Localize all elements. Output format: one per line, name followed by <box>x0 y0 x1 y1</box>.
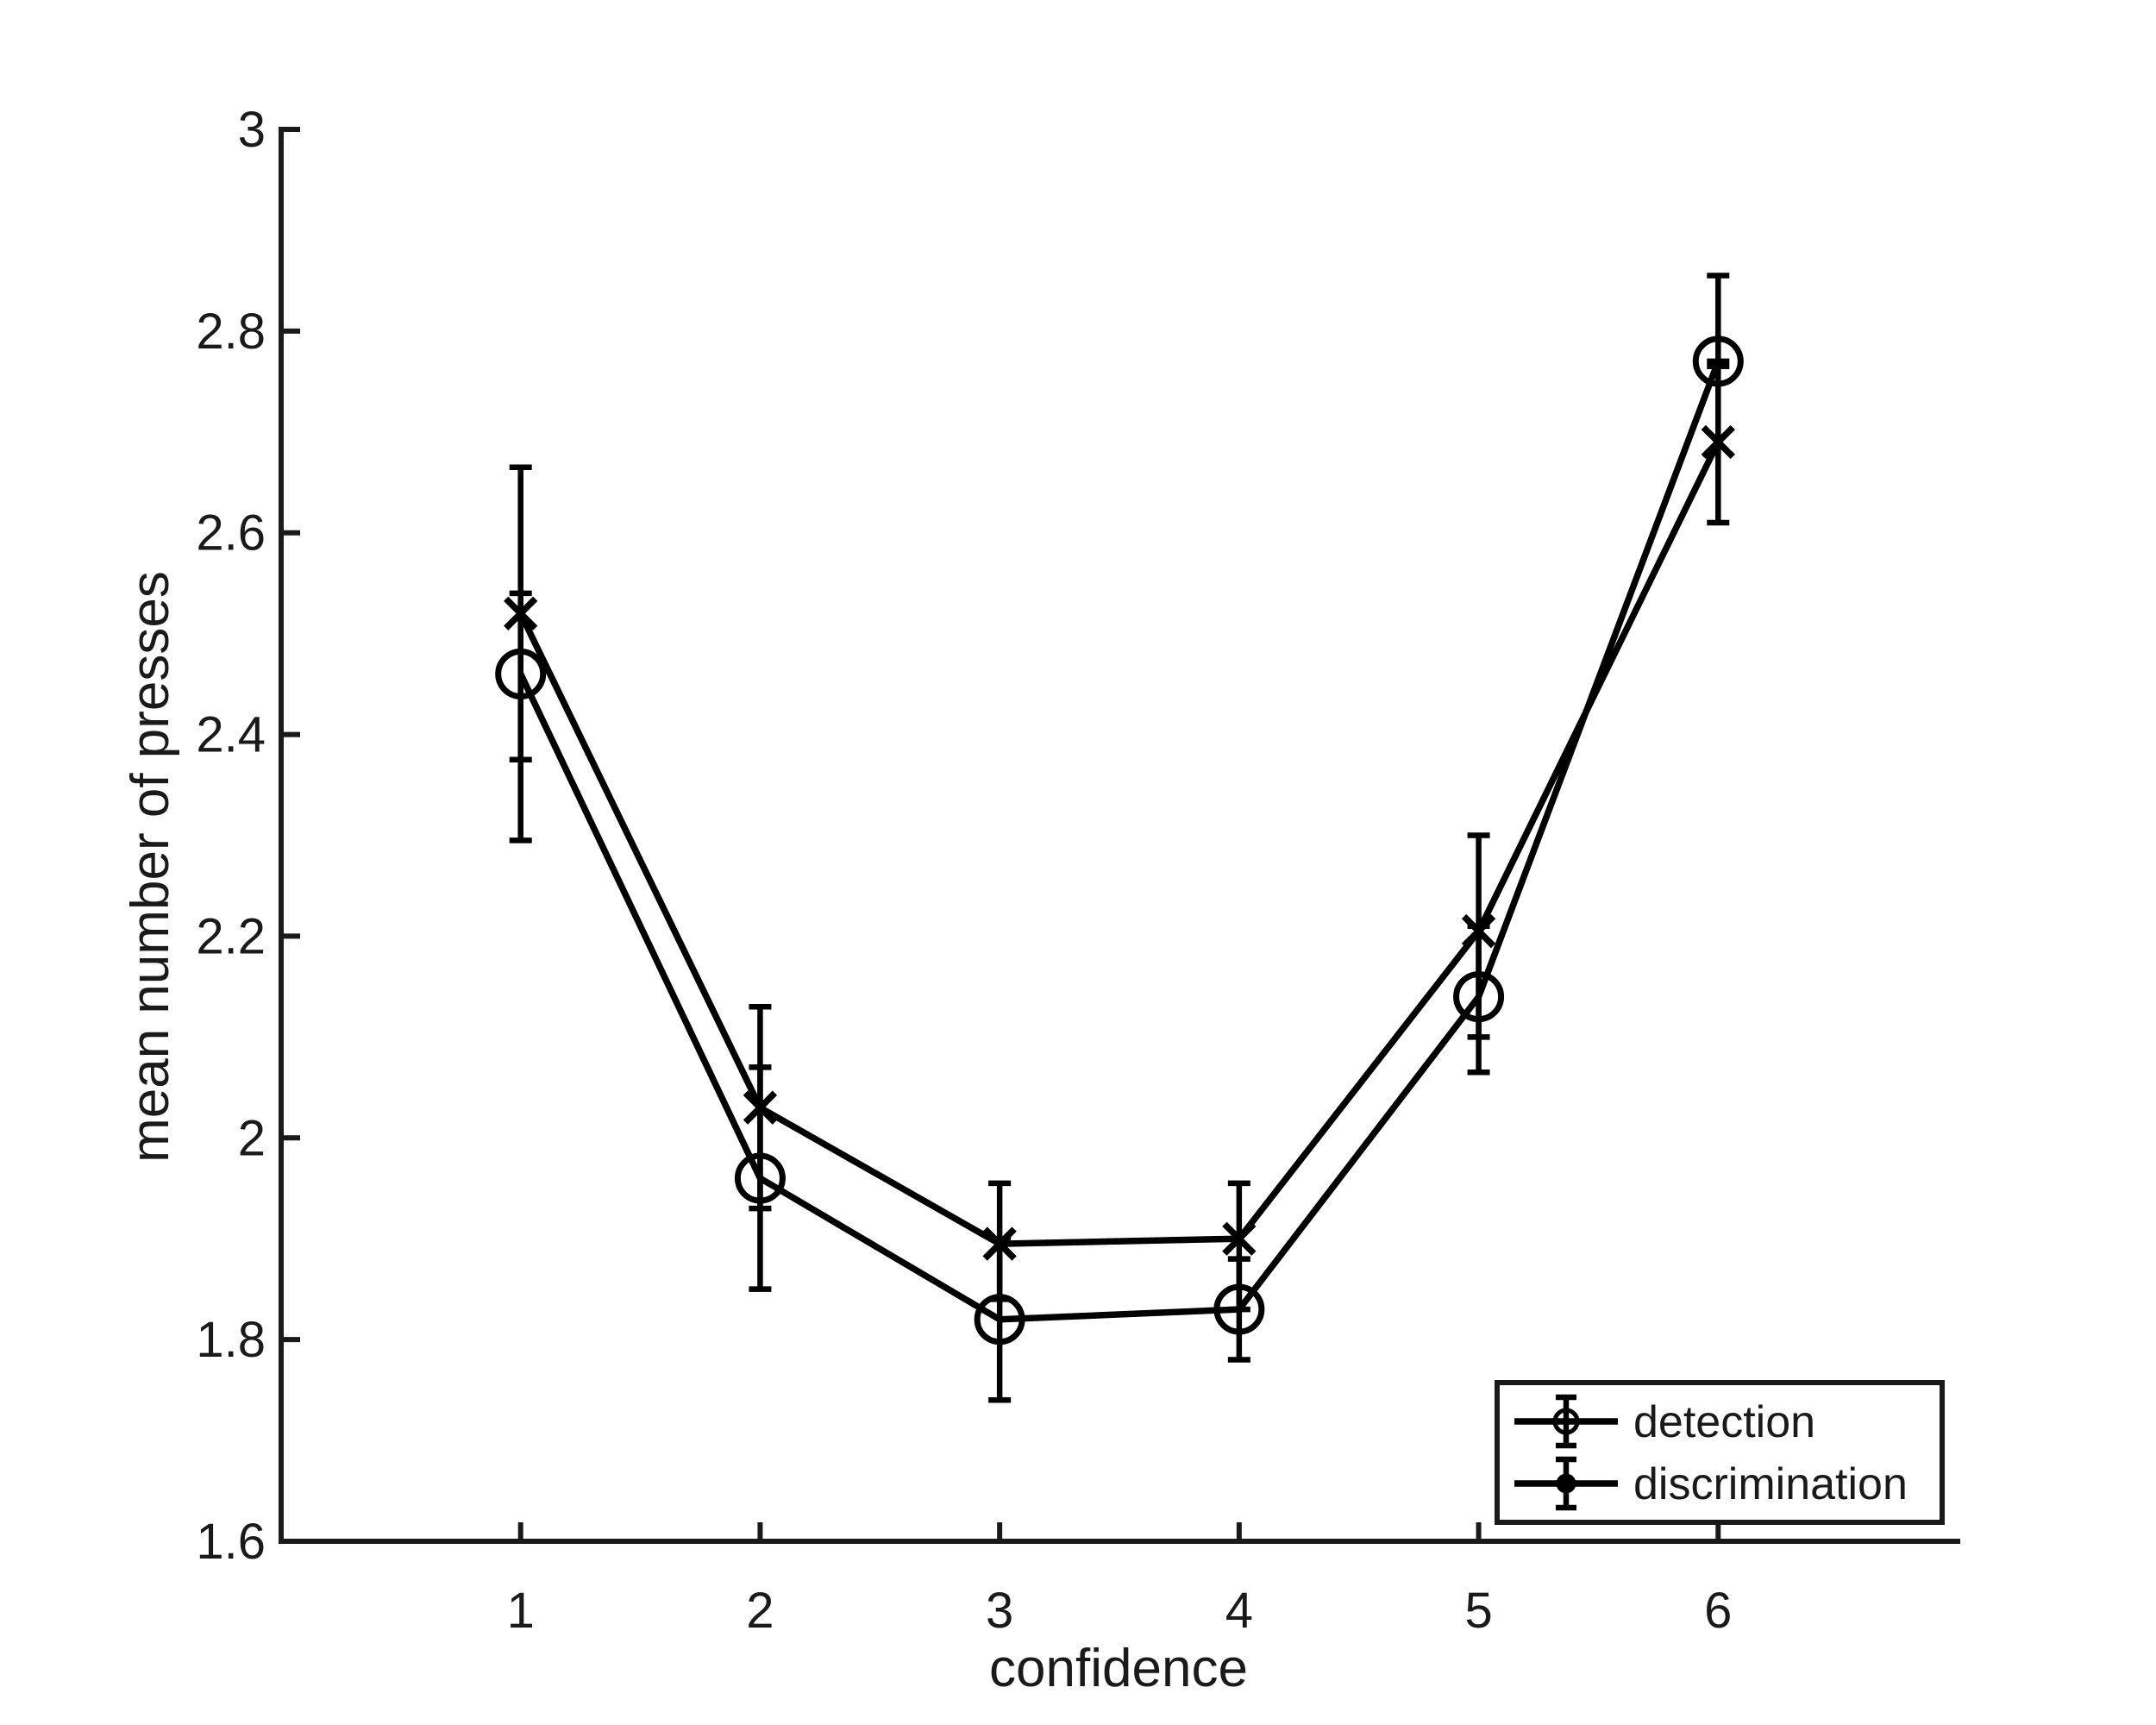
x-axis-label: confidence <box>989 1639 1248 1698</box>
series-detection-line <box>517 360 1721 1323</box>
series-discrimination-error-bar <box>509 464 532 844</box>
series-discrimination-point <box>743 1090 778 1125</box>
x-marker-stroke <box>743 1090 778 1125</box>
y-tick-label: 2.2 <box>196 908 266 964</box>
x-marker-stroke <box>504 596 538 630</box>
y-tick-label: 2.4 <box>196 707 266 763</box>
x-marker-stroke <box>1701 424 1735 460</box>
y-tick-label: 1.6 <box>196 1514 266 1570</box>
x-tick-label: 4 <box>1225 1583 1253 1639</box>
legend-swatch <box>1514 1456 1618 1511</box>
y-tick-label: 3 <box>238 102 266 158</box>
legend-label: detection <box>1633 1397 1815 1447</box>
y-tick-label: 1.8 <box>196 1312 266 1368</box>
x-tick-label: 2 <box>746 1583 774 1639</box>
series-discrimination-error-bar <box>1467 832 1490 1040</box>
axes: 1.6 1.8 2 2.2 2.4 2.6 2.8 3 1 2 3 4 5 6 <box>196 102 1960 1639</box>
x-tick-label: 3 <box>986 1583 1013 1639</box>
x-marker-stroke <box>1222 1221 1257 1256</box>
plot-area <box>495 273 1744 1403</box>
x-tick-label: 6 <box>1704 1583 1732 1639</box>
series-discrimination-point <box>1701 424 1735 460</box>
series-discrimination-point <box>1461 913 1496 949</box>
legend-box <box>1495 1380 1945 1525</box>
x-tick-label: 5 <box>1464 1583 1492 1639</box>
y-axis-label: mean number of presses <box>121 571 180 1163</box>
y-tick-label: 2 <box>238 1110 266 1166</box>
x-marker-stroke <box>1461 913 1496 949</box>
x-tick-label: 1 <box>507 1583 535 1639</box>
y-tick-label: 2.6 <box>196 505 266 561</box>
series-discrimination-error-bar <box>749 1004 772 1292</box>
series-discrimination-error-bar <box>1227 1180 1250 1313</box>
series-discrimination-point <box>982 1226 1017 1261</box>
legend-swatch-marker <box>1552 1408 1580 1435</box>
legend: detection discrimination <box>1495 1380 1945 1525</box>
series-discrimination-line <box>517 440 1721 1247</box>
legend-label: discrimination <box>1633 1459 1908 1509</box>
y-tick-label: 2.8 <box>196 304 266 360</box>
legend-swatch-marker <box>1556 1473 1576 1494</box>
series-discrimination-point <box>504 596 538 630</box>
series-discrimination-point <box>1222 1221 1257 1256</box>
series-discrimination-error-bar <box>1707 273 1730 526</box>
series-discrimination <box>504 273 1735 1313</box>
x-marker-stroke <box>982 1226 1017 1261</box>
legend-swatch <box>1514 1394 1618 1449</box>
